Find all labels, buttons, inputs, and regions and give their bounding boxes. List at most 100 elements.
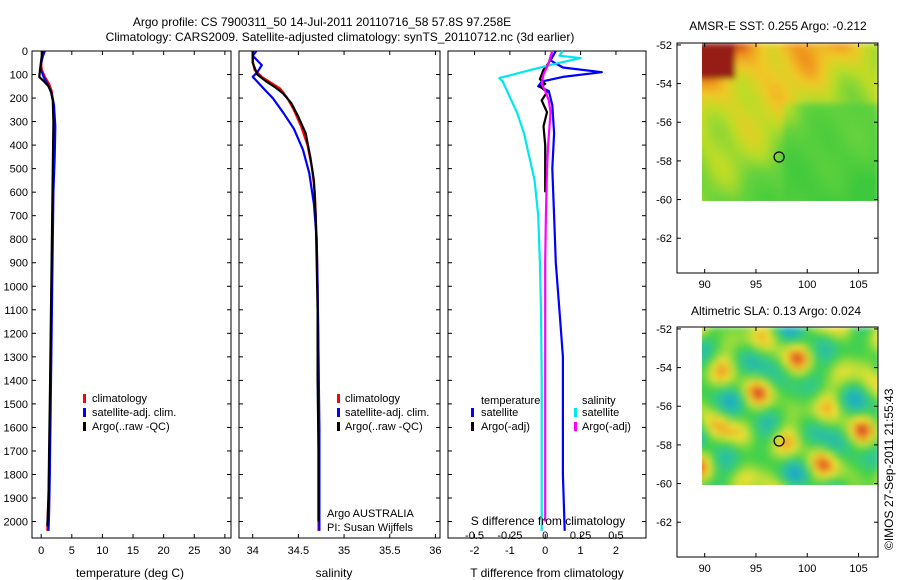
map-cell: [867, 139, 874, 146]
map-cell: [849, 375, 856, 382]
map-cell: [729, 157, 736, 164]
map-cell: [837, 351, 844, 358]
map-cell: [855, 157, 862, 164]
map-cell: [873, 103, 878, 110]
map-cell: [807, 175, 814, 182]
map-cell: [813, 351, 820, 358]
map-cell: [759, 333, 766, 340]
map-cell: [795, 67, 802, 74]
map-cell: [807, 157, 814, 164]
map-cell: [837, 85, 844, 92]
map-cell: [723, 157, 730, 164]
map-cell: [843, 121, 850, 128]
map-cell: [747, 43, 754, 50]
map-cell: [801, 405, 808, 412]
map-cell: [717, 429, 724, 436]
map-cell: [807, 97, 814, 104]
map-cell: [729, 471, 736, 478]
map-cell: [753, 175, 760, 182]
map-cell: [819, 447, 826, 454]
map-cell: [753, 91, 760, 98]
map-cell: [837, 399, 844, 406]
map-cell: [813, 127, 820, 134]
map-cell: [819, 139, 826, 146]
map-cell: [741, 483, 748, 485]
map-cell: [783, 151, 790, 158]
map-cell: [771, 453, 778, 460]
map-cell: [717, 351, 724, 358]
map-cell: [855, 97, 862, 104]
map-cell: [777, 477, 784, 484]
map-cell: [831, 115, 838, 122]
map-cell: [825, 79, 832, 86]
map-cell: [843, 103, 850, 110]
map-cell: [753, 333, 760, 340]
series-line: [540, 50, 554, 522]
map-cell: [741, 103, 748, 110]
map-cell: [783, 363, 790, 370]
map-cell: [837, 109, 844, 116]
map-cell: [861, 175, 868, 182]
map-cell: [861, 157, 868, 164]
map-cell: [723, 363, 730, 370]
map-cell: [843, 411, 850, 418]
map-cell: [831, 351, 838, 358]
map-cell: [819, 85, 826, 92]
map-cell: [795, 393, 802, 400]
map-cell: [771, 97, 778, 104]
map-cell: [861, 351, 868, 358]
map-cell: [711, 447, 718, 454]
map-cell: [849, 97, 856, 104]
map-cell: [801, 193, 808, 200]
depth-tick-label: 900: [10, 258, 28, 270]
map-cell: [843, 363, 850, 370]
map-cell: [765, 447, 772, 454]
map-cell: [759, 405, 766, 412]
map-cell: [855, 181, 862, 188]
map-cell: [801, 477, 808, 484]
map-cell: [843, 399, 850, 406]
map-cell: [771, 193, 778, 200]
map-cell: [702, 169, 706, 176]
map-cell: [801, 73, 808, 80]
map-cell: [831, 429, 838, 436]
map-cell: [819, 97, 826, 104]
map-cell: [807, 357, 814, 364]
map-cell: [711, 175, 718, 182]
depth-tick-label: 700: [10, 211, 28, 223]
map-cell: [855, 375, 862, 382]
map-cell: [789, 67, 796, 74]
map-cell: [861, 471, 868, 478]
series-line: [498, 50, 582, 531]
map-cell: [861, 61, 868, 68]
map-cell: [711, 49, 718, 56]
map-cell: [765, 471, 772, 478]
x-tick-label: 10: [96, 545, 108, 557]
map-cell: [837, 163, 844, 170]
map-cell: [855, 399, 862, 406]
map-cell: [705, 139, 712, 146]
map-cell: [825, 387, 832, 394]
map-cell: [747, 79, 754, 86]
map-cell: [759, 85, 766, 92]
map-cell: [702, 103, 706, 110]
s-diff-tick-label: -0.5: [465, 530, 484, 542]
map-cell: [867, 157, 874, 164]
map-cell: [702, 393, 706, 400]
map-cell: [867, 127, 874, 134]
map-cell: [702, 477, 706, 484]
map-cell: [789, 55, 796, 62]
map-cell: [717, 423, 724, 430]
map-cell: [825, 181, 832, 188]
map-cell: [825, 121, 832, 128]
map-cell: [759, 429, 766, 436]
map-cell: [777, 357, 784, 364]
map-cell: [855, 387, 862, 394]
map-cell: [753, 43, 760, 50]
map-cell: [777, 97, 784, 104]
map-cell: [705, 73, 712, 80]
map-cell: [705, 423, 712, 430]
x-tick-label: 36: [429, 545, 441, 557]
difference-legend: temperature satellite Argo(-adj) salinit…: [471, 395, 631, 433]
map-cell: [729, 49, 736, 56]
